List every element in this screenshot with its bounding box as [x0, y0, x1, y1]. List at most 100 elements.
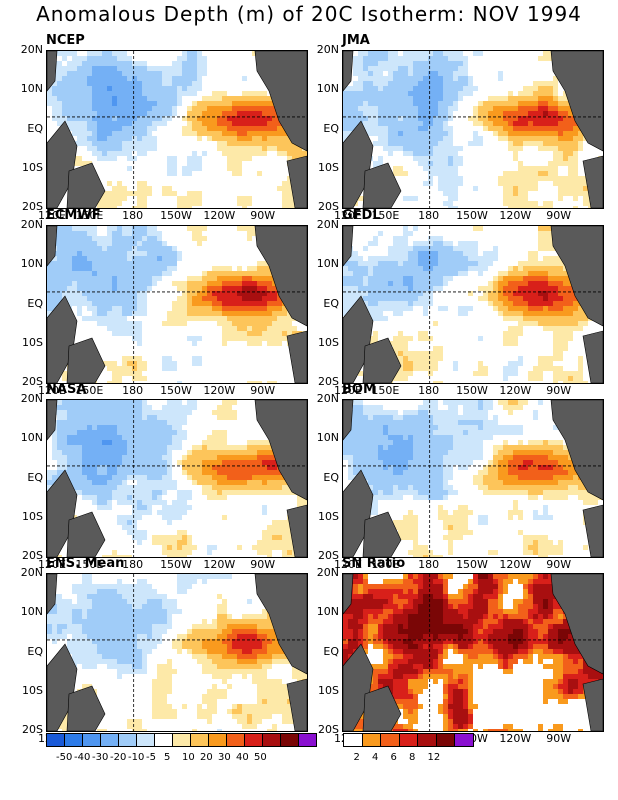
anomaly-cell [212, 51, 218, 57]
anomaly-cell [122, 336, 128, 342]
anomaly-cell [192, 276, 198, 282]
anomaly-cell [172, 56, 178, 62]
anomaly-cell [52, 91, 58, 97]
anomaly-cell [157, 226, 163, 232]
anomaly-cell [142, 61, 148, 67]
anomaly-cell [162, 361, 168, 367]
anomaly-cell [252, 146, 258, 152]
anomaly-cell [438, 126, 444, 132]
anomaly-cell [197, 61, 203, 67]
anomaly-cell [102, 256, 108, 262]
anomaly-cell [277, 131, 283, 137]
anomaly-cell [207, 181, 213, 187]
anomaly-cell [117, 86, 123, 92]
anomaly-cell [543, 206, 549, 208]
anomaly-cell [207, 186, 213, 192]
anomaly-cell [558, 111, 564, 117]
anomaly-cell [383, 106, 389, 112]
anomaly-cell [222, 331, 228, 337]
anomaly-cell [182, 166, 188, 172]
anomaly-cell [478, 51, 484, 57]
anomaly-cell [448, 116, 454, 122]
anomaly-cell [57, 286, 63, 292]
anomaly-cell [147, 86, 153, 92]
anomaly-cell [518, 161, 524, 167]
anomaly-cell [202, 361, 208, 367]
anomaly-cell [172, 106, 178, 112]
anomaly-cell [202, 321, 208, 327]
anomaly-cell [112, 131, 118, 137]
anomaly-cell [207, 96, 213, 102]
anomaly-cell [192, 256, 198, 262]
anomaly-cell [272, 311, 278, 317]
anomaly-cell [252, 86, 258, 92]
anomaly-cell [207, 321, 213, 327]
anomaly-cell [102, 166, 108, 172]
anomaly-cell [388, 81, 394, 87]
anomaly-cell [403, 66, 409, 72]
anomaly-cell [157, 206, 163, 208]
anomaly-cell [162, 181, 168, 187]
anomaly-cell [192, 96, 198, 102]
anomaly-cell [202, 111, 208, 117]
anomaly-cell [97, 171, 103, 177]
anomaly-cell [157, 146, 163, 152]
anomaly-cell [147, 296, 153, 302]
anomaly-cell [438, 161, 444, 167]
anomaly-cell [142, 241, 148, 247]
anomaly-cell [282, 151, 288, 157]
anomaly-cell [237, 131, 243, 137]
anomaly-cell [513, 171, 519, 177]
anomaly-cell [152, 156, 158, 162]
anomaly-cell [393, 161, 399, 167]
anomaly-cell [493, 111, 499, 117]
anomaly-cell [438, 91, 444, 97]
anomaly-cell [267, 356, 273, 362]
anomaly-cell [87, 116, 93, 122]
anomaly-cell [147, 281, 153, 287]
anomaly-cell [468, 86, 474, 92]
anomaly-cell [142, 341, 148, 347]
anomaly-cell [182, 291, 188, 297]
anomaly-cell [498, 181, 504, 187]
anomaly-cell [157, 326, 163, 332]
anomaly-cell [167, 126, 173, 132]
anomaly-cell [378, 161, 384, 167]
anomaly-cell [162, 96, 168, 102]
anomaly-cell [363, 56, 369, 62]
anomaly-cell [137, 206, 143, 208]
anomaly-cell [363, 71, 369, 77]
anomaly-cell [112, 306, 118, 312]
anomaly-cell [267, 101, 273, 107]
anomaly-cell [363, 91, 369, 97]
anomaly-cell [57, 376, 63, 382]
anomaly-cell [107, 301, 113, 307]
anomaly-cell [443, 196, 449, 202]
anomaly-cell [87, 106, 93, 112]
anomaly-cell [403, 81, 409, 87]
anomaly-cell [157, 351, 163, 357]
anomaly-cell [137, 161, 143, 167]
anomaly-cell [132, 336, 138, 342]
anomaly-cell [247, 231, 253, 237]
anomaly-cell [122, 366, 128, 372]
anomaly-cell [157, 66, 163, 72]
anomaly-cell [252, 316, 258, 322]
anomaly-cell [102, 271, 108, 277]
anomaly-cell [553, 156, 559, 162]
anomaly-cell [212, 91, 218, 97]
anomaly-cell [97, 56, 103, 62]
anomaly-cell [538, 111, 544, 117]
anomaly-cell [92, 316, 98, 322]
anomaly-cell [172, 176, 178, 182]
anomaly-cell [162, 356, 168, 362]
anomaly-cell [433, 121, 439, 127]
anomaly-cell [468, 181, 474, 187]
anomaly-cell [147, 51, 153, 57]
anomaly-cell [242, 171, 248, 177]
anomaly-cell [87, 236, 93, 242]
anomaly-cell [167, 371, 173, 377]
anomaly-cell [483, 101, 489, 107]
anomaly-cell [127, 316, 133, 322]
anomaly-cell [152, 61, 158, 67]
